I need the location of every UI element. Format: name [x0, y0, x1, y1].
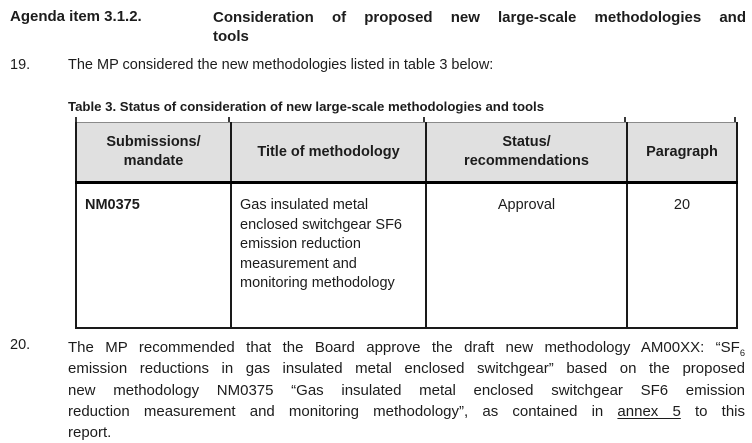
table-row-nm0375: NM0375 Gas insulated metal enclosed swit…: [75, 181, 738, 329]
paragraph-20-line-5: report.: [68, 424, 112, 442]
cell-submissions-mandate: NM0375: [75, 181, 232, 329]
header-cell-paragraph: Paragraph: [626, 122, 738, 184]
table-top-tick: [734, 117, 736, 122]
table-top-tick: [228, 117, 230, 122]
table-3-caption: Table 3. Status of consideration of new …: [68, 99, 545, 114]
paragraph-19-number: 19.: [10, 57, 31, 73]
table-top-tick: [624, 117, 626, 122]
cell-status: Approval: [425, 181, 628, 329]
paragraph-20-text: The MP recommended that the Board approv…: [68, 337, 745, 443]
table-3-container: Submissions/ mandate Title of methodolog…: [75, 117, 738, 329]
p20-line1-text: The MP recommended that the Board approv…: [68, 339, 740, 356]
agenda-title-line-1: Consideration of proposed new large-scal…: [213, 9, 746, 26]
table-header-row: Submissions/ mandate Title of methodolog…: [75, 122, 738, 184]
paragraph-20-line-3: new methodology NM0375 “Gas insulated me…: [68, 381, 745, 399]
methodologies-table: Submissions/ mandate Title of methodolog…: [75, 122, 738, 329]
header-cell-submissions-mandate: Submissions/ mandate: [75, 122, 232, 184]
table-top-tick: [75, 117, 77, 122]
paragraph-20-line-2: emission reductions in gas insulated met…: [68, 360, 745, 378]
annex-5-reference: annex 5: [617, 402, 681, 420]
sf6-subscript: 6: [739, 348, 745, 358]
paragraph-20-number: 20.: [10, 337, 31, 353]
agenda-title-line-2: tools: [213, 28, 249, 45]
p20-line4-text: reduction measurement and monitoring met…: [68, 402, 618, 420]
agenda-item-title: Consideration of proposed new large-scal…: [213, 8, 746, 46]
paragraph-20-line-4: reduction measurement and monitoring met…: [68, 401, 745, 422]
paragraph-19-text: The MP considered the new methodologies …: [68, 57, 494, 73]
table-top-tick: [423, 117, 425, 122]
agenda-item-label: Agenda item 3.1.2.: [10, 8, 142, 25]
cell-methodology-title: Gas insulated metal enclosed switchgear …: [230, 181, 427, 329]
paragraph-20-line-1: The MP recommended that the Board approv…: [68, 337, 745, 358]
cell-paragraph-ref: 20: [626, 181, 738, 329]
header-cell-title-of-methodology: Title of methodology: [230, 122, 427, 184]
header-cell-status-recommendations: Status/ recommendations: [425, 122, 628, 184]
p20-line4-suffix: to this: [680, 402, 745, 420]
